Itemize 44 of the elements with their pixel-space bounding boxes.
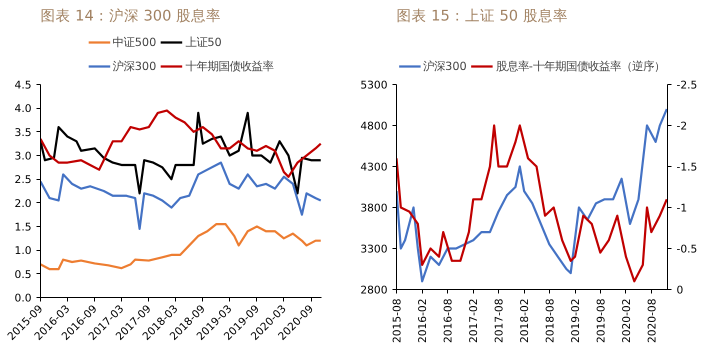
legend-label: 中证500 [112,34,156,50]
line-series [40,162,322,230]
y2-tick-label: -1 [676,202,688,214]
x-tick-label: 2019-02 [569,298,582,344]
chart-title: 图表 14：沪深 300 股息率 [40,8,222,24]
y-tick-label: 2.0 [14,196,32,210]
x-tick-label: 2015-08 [390,298,404,344]
x-tick-label: 2016-02 [416,298,430,344]
x-tick-label: 2018-08 [543,298,556,344]
x-tick-label: 2016-08 [442,298,455,344]
legend-label: 十年期国债收益率 [185,58,274,74]
x-tick-label: 2020-08 [645,298,658,344]
y2-tick-label: -1.5 [676,160,698,174]
y2-tick-label: 0 [676,284,684,296]
y-tick-label: 4.5 [14,78,32,92]
y-tick-label: 0.5 [14,268,32,281]
y2-tick-label: -0.5 [676,242,698,256]
y-tick-label: 4.0 [14,102,32,116]
y-tick-label: 3.0 [14,150,32,162]
y-tick-label: 3300 [360,242,388,256]
y-tick-label: 3800 [360,202,388,214]
y-tick-label: 3.5 [14,126,32,139]
y-tick-label: 1.0 [14,244,32,258]
y-tick-label: 2.5 [14,173,32,186]
line-series [40,109,322,178]
legend-label: 沪深300 [423,58,467,74]
y2-tick-label: -2.5 [676,78,698,92]
y-tick-label: 4300 [360,160,388,174]
chart-title: 图表 15：上证 50 股息率 [396,8,568,24]
y-tick-label: 4800 [360,120,388,132]
y2-tick-label: -2 [676,120,688,132]
x-tick-label: 2019-08 [594,298,608,344]
legend-label: 股息率-十年期国债收益率（逆序） [496,58,665,74]
x-tick-label: 2017-08 [492,298,506,344]
y-tick-label: 5300 [360,78,388,92]
y-tick-label: 1.5 [14,220,32,234]
legend-label: 沪深300 [112,58,156,74]
x-tick-label: 2017-02 [467,298,480,344]
x-tick-label: 2020-02 [620,298,633,344]
y-tick-label: 2800 [360,284,388,296]
legend-label: 上证50 [185,34,222,50]
line-series [40,223,322,270]
y-tick-label: 0.0 [14,292,32,304]
x-tick-label: 2018-02 [518,298,532,344]
